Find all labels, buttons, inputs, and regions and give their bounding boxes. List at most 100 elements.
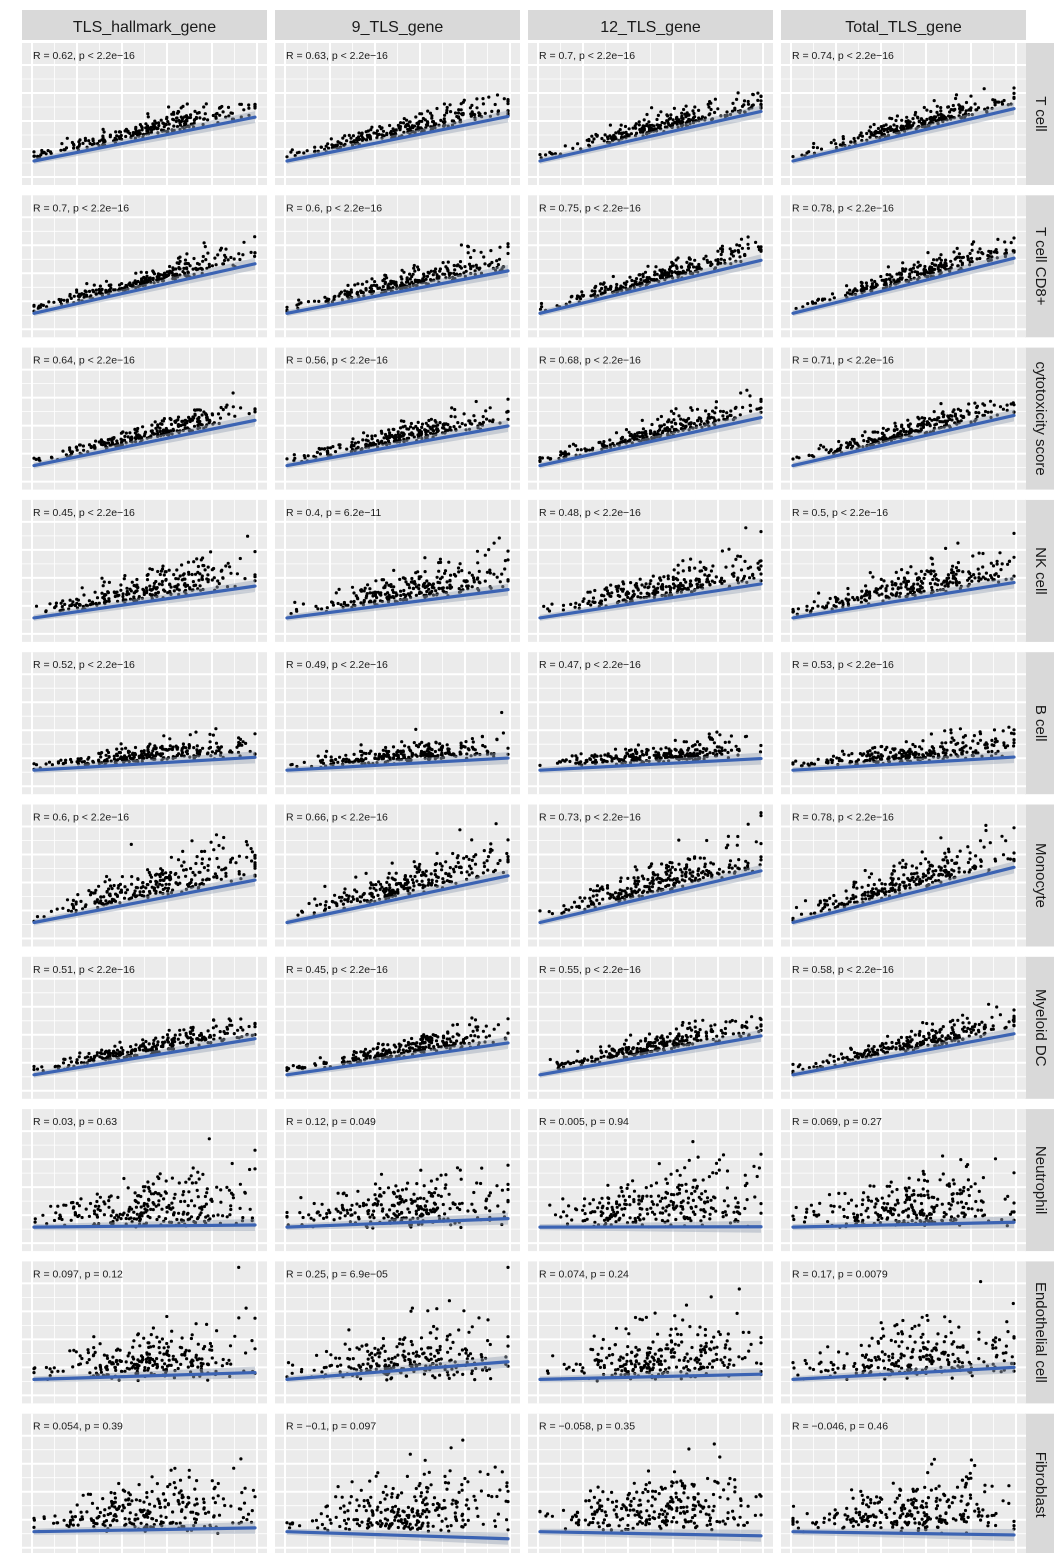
data-point <box>147 755 151 759</box>
data-point <box>638 128 642 132</box>
data-point <box>900 128 904 132</box>
data-point <box>903 269 907 273</box>
data-point <box>751 103 755 107</box>
data-point <box>425 120 430 124</box>
data-point <box>967 402 971 406</box>
data-point <box>864 592 868 596</box>
data-point <box>187 743 191 747</box>
correlation-annotation: R = 0.45, p < 2.2e−16 <box>33 507 135 519</box>
data-point <box>488 571 492 575</box>
data-point <box>128 437 133 441</box>
data-point <box>501 265 505 269</box>
data-point <box>759 106 763 110</box>
data-point <box>946 573 951 577</box>
data-point <box>191 415 195 419</box>
data-point <box>495 575 499 579</box>
data-point <box>167 122 171 126</box>
data-point <box>699 117 704 121</box>
data-point <box>242 108 246 112</box>
data-point <box>130 580 134 584</box>
data-point <box>230 111 234 115</box>
data-point <box>620 132 624 136</box>
data-point <box>403 577 407 581</box>
data-point <box>189 122 193 126</box>
data-point <box>348 293 352 297</box>
data-point <box>832 138 836 142</box>
data-point <box>940 113 944 117</box>
data-point <box>868 594 872 598</box>
data-point <box>735 97 739 101</box>
data-point <box>689 421 693 425</box>
data-point <box>939 261 943 265</box>
data-point <box>885 273 889 277</box>
data-point <box>634 126 638 130</box>
data-point <box>656 582 660 586</box>
data-point <box>879 577 883 582</box>
data-point <box>456 566 461 570</box>
data-point <box>675 266 679 270</box>
data-point <box>685 418 689 422</box>
data-point <box>448 271 453 275</box>
data-point <box>738 255 742 259</box>
data-point <box>93 590 97 594</box>
data-point <box>238 743 242 747</box>
data-point <box>633 434 637 439</box>
data-point <box>920 117 924 121</box>
data-point <box>445 111 449 115</box>
data-point <box>676 563 680 567</box>
data-point <box>925 270 929 274</box>
data-point <box>400 284 404 288</box>
scatter-panel: R = 0.52, p < 2.2e−16 <box>22 652 267 795</box>
data-point <box>585 138 589 142</box>
data-point <box>883 279 887 283</box>
data-point <box>362 294 366 298</box>
data-point <box>216 253 220 257</box>
data-point <box>420 112 424 116</box>
data-point <box>208 419 212 423</box>
data-point <box>227 114 231 118</box>
data-point <box>735 243 739 247</box>
data-point <box>754 240 758 244</box>
data-point <box>437 123 441 127</box>
data-point <box>152 585 156 589</box>
data-point <box>895 124 899 129</box>
data-point <box>981 551 985 556</box>
data-point <box>912 263 916 267</box>
data-point <box>927 570 931 574</box>
data-point <box>894 424 898 428</box>
data-point <box>495 265 499 270</box>
data-point <box>473 272 477 277</box>
data-point <box>736 554 740 558</box>
data-point <box>174 267 178 271</box>
data-point <box>746 242 750 246</box>
data-point <box>730 109 735 113</box>
data-point <box>954 93 959 97</box>
data-point <box>930 557 934 561</box>
data-point <box>438 577 443 581</box>
data-point <box>894 582 898 586</box>
data-point <box>669 113 673 117</box>
data-point <box>676 125 680 129</box>
data-point <box>900 118 904 122</box>
data-point <box>397 286 401 290</box>
data-point <box>243 577 247 581</box>
data-point <box>659 414 664 419</box>
data-point <box>666 577 670 581</box>
data-point <box>315 450 319 454</box>
data-point <box>338 446 342 450</box>
data-point <box>427 587 431 591</box>
data-point <box>603 598 608 602</box>
data-point <box>125 586 129 590</box>
data-point <box>922 576 926 581</box>
data-point <box>136 435 140 439</box>
data-point <box>45 305 49 309</box>
data-point <box>228 565 232 569</box>
data-point <box>149 131 153 135</box>
data-point <box>365 594 369 598</box>
data-point <box>658 125 662 129</box>
point-group <box>32 102 257 160</box>
data-point <box>973 401 977 405</box>
data-point <box>150 567 154 572</box>
data-point <box>824 448 828 452</box>
point-group <box>285 93 510 159</box>
